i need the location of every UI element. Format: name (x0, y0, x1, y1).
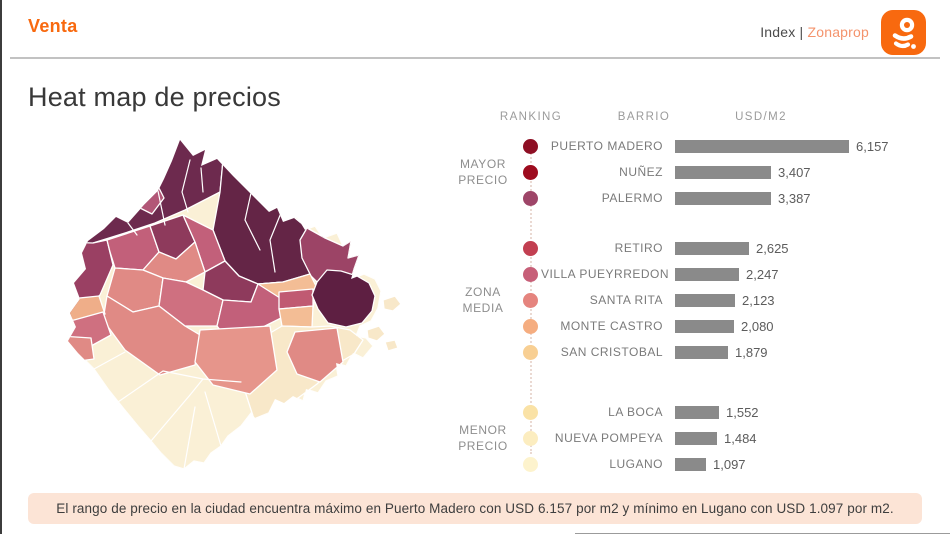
ranking-dot (523, 292, 538, 308)
brand-area: Index | Zonaprop (760, 8, 926, 56)
ranking-row: PALERMO 3,387 (448, 185, 940, 211)
value-bar (675, 241, 749, 255)
barrio-label: NUÑEZ (619, 165, 663, 179)
ranking-groups: MAYOR PRECIO PUERTO MADERO 6,157 NUÑEZ 3,407… (448, 133, 940, 477)
value-label: 2,080 (741, 319, 774, 334)
barrio-label: SAN CRISTOBAL (560, 345, 663, 359)
summary-banner: El rango de precio en la ciudad encuentr… (28, 493, 922, 524)
ranking-dot (523, 404, 538, 420)
ranking-panel: RANKING BARRIO USD/M2 MAYOR PRECIO PUERTO… (448, 105, 940, 490)
header-divider (10, 57, 940, 59)
barrio-label: LUGANO (609, 457, 663, 471)
value-bar (675, 345, 728, 359)
map-river-islands (366, 295, 402, 352)
value-bar (675, 165, 771, 179)
value-bar (675, 293, 735, 307)
ranking-row: VILLA PUEYRREDON 2,247 (448, 261, 940, 287)
barrio-label: PUERTO MADERO (550, 139, 663, 153)
column-header-barrio: BARRIO (617, 111, 671, 123)
section-label-venta: Venta (28, 16, 78, 36)
value-label: 2,247 (746, 267, 779, 282)
ranking-group: MENOR PRECIO LA BOCA 1,552 NUEVA POMPEYA 1,4… (448, 399, 940, 477)
value-label: 1,484 (724, 431, 757, 446)
value-bar (675, 267, 739, 281)
value-bar (675, 457, 706, 471)
brand-text: Index | Zonaprop (760, 24, 869, 40)
ranking-dot (523, 344, 538, 360)
page-left-border (0, 0, 2, 534)
ranking-dot (523, 190, 538, 206)
page-title: Heat map de precios (28, 82, 281, 112)
value-label: 6,157 (856, 139, 889, 154)
ranking-group: ZONA MEDIA RETIRO 2,625 VILLA PUEYRREDON 2,2… (448, 235, 940, 365)
ranking-row: NUEVA POMPEYA 1,484 (448, 425, 940, 451)
ranking-dot (523, 456, 538, 472)
ranking-row: LA BOCA 1,552 (448, 399, 940, 425)
index-label: Index | (760, 24, 804, 40)
value-label: 1,552 (726, 405, 759, 420)
map-region-barracas (286, 327, 344, 383)
value-bar (675, 191, 771, 205)
value-label: 3,407 (778, 165, 811, 180)
map-island-2 (366, 325, 386, 342)
ranking-dot (523, 164, 538, 180)
zonaprop-label: Zonaprop (807, 24, 869, 40)
barrio-label: RETIRO (614, 241, 663, 255)
barrio-label: MONTE CASTRO (560, 319, 663, 333)
map-region-monserrat (278, 305, 314, 328)
map-island-1 (382, 295, 402, 312)
map-region-parque-chacabuco (194, 325, 278, 395)
value-bar (675, 405, 719, 419)
ranking-dot (523, 266, 538, 282)
map-subdivision-lines (93, 159, 284, 469)
value-bar (675, 139, 849, 153)
value-bar (675, 431, 717, 445)
price-heatmap (55, 130, 445, 490)
price-heatmap-svg (68, 140, 402, 469)
column-header-ranking: RANKING (499, 111, 563, 123)
key-icon (892, 17, 916, 49)
ranking-row: LUGANO 1,097 (448, 451, 940, 477)
ranking-row: PUERTO MADERO 6,157 (448, 133, 940, 159)
barrio-label: VILLA PUEYRREDON (541, 267, 670, 281)
ranking-dot (523, 430, 538, 446)
ranking-row: MONTE CASTRO 2,080 (448, 313, 940, 339)
barrio-label: NUEVA POMPEYA (554, 431, 663, 445)
group-label: ZONA MEDIA (462, 285, 504, 315)
ranking-dot (523, 138, 538, 154)
ranking-dot (523, 240, 538, 256)
value-label: 2,123 (742, 293, 775, 308)
ranking-row: SANTA RITA 2,123 (448, 287, 940, 313)
map-region-puerto-madero (311, 269, 376, 328)
ranking-row: RETIRO 2,625 (448, 235, 940, 261)
barrio-label: PALERMO (601, 191, 663, 205)
ranking-row: SAN CRISTOBAL 1,879 (448, 339, 940, 365)
value-bar (675, 319, 734, 333)
ranking-row: NUÑEZ 3,407 (448, 159, 940, 185)
value-label: 1,097 (713, 457, 746, 472)
ranking-group: MAYOR PRECIO PUERTO MADERO 6,157 NUÑEZ 3,407… (448, 133, 940, 211)
barrio-label: LA BOCA (608, 405, 663, 419)
group-label: MAYOR PRECIO (458, 157, 508, 187)
barrio-label: SANTA RITA (589, 293, 663, 307)
ranking-dot (523, 318, 538, 334)
map-region-mataderos (68, 335, 95, 364)
value-label: 2,625 (756, 241, 789, 256)
value-label: 3,387 (778, 191, 811, 206)
value-label: 1,879 (735, 345, 768, 360)
zonaprop-logo-icon (881, 9, 926, 55)
map-island-3 (384, 339, 399, 352)
group-label: MENOR PRECIO (458, 423, 508, 453)
column-header-usdm2: USD/M2 (735, 111, 787, 123)
